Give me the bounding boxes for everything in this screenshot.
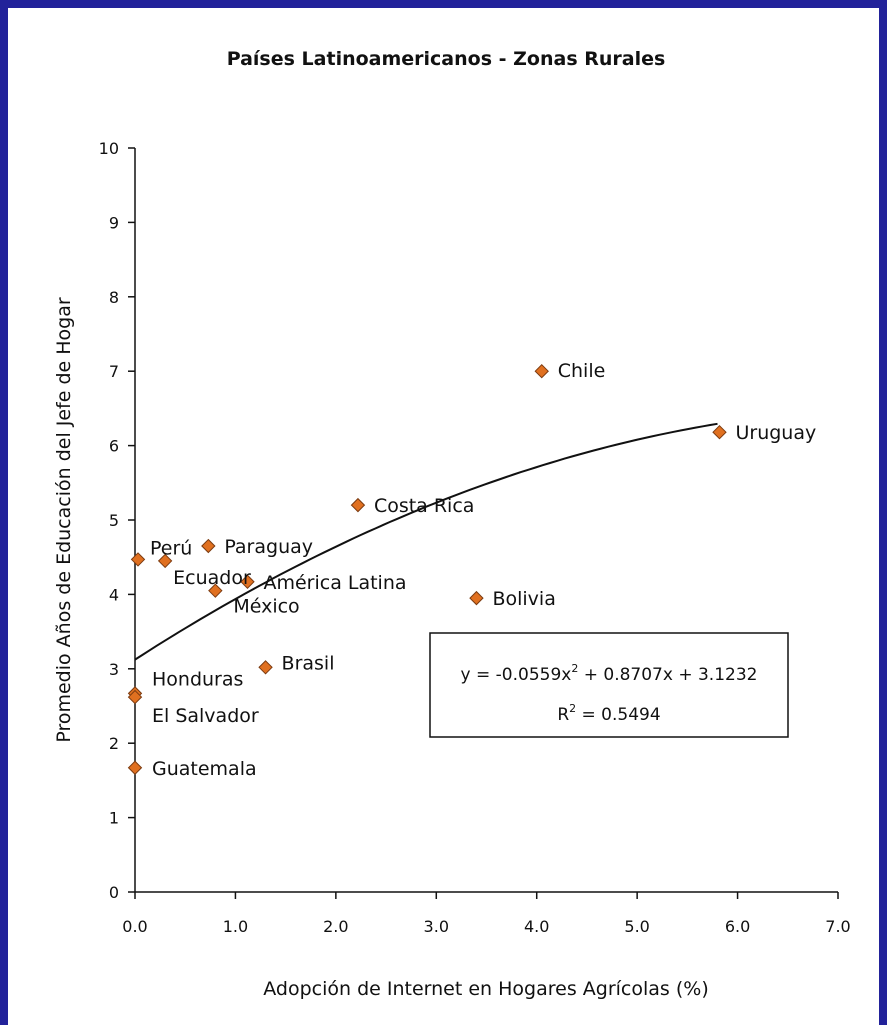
x-tick-label: 3.0	[424, 917, 449, 936]
y-tick-label: 2	[109, 734, 119, 753]
y-tick-label: 0	[109, 883, 119, 902]
trendline	[134, 422, 718, 661]
y-tick-label: 3	[109, 660, 119, 679]
data-point	[534, 363, 549, 379]
x-tick-label: 2.0	[323, 917, 348, 936]
data-point	[130, 552, 146, 567]
data-point	[350, 497, 366, 513]
equation-part-1: y = -0.0559x	[461, 665, 572, 685]
data-point	[240, 574, 255, 589]
y-tick-label: 4	[109, 585, 119, 604]
x-tick-label: 1.0	[223, 917, 248, 936]
r2-exponent: 2	[569, 702, 576, 715]
data-point	[208, 583, 223, 598]
data-point-label: Chile	[558, 360, 606, 382]
r2-prefix: R	[557, 705, 569, 725]
data-point-label: Costa Rica	[374, 495, 475, 517]
x-tick-label: 5.0	[624, 917, 649, 936]
data-point-label: México	[233, 596, 299, 618]
x-tick-label: 7.0	[825, 917, 850, 936]
y-tick-label: 9	[109, 213, 119, 232]
x-axis-title: Adopción de Internet en Hogares Agrícola…	[263, 978, 708, 1000]
data-point-labels: Chile Uruguay Costa Rica Perú Paraguay Ecuado…	[150, 360, 816, 780]
x-tick-label: 0.0	[122, 917, 147, 936]
y-axis-title: Promedio Años de Educación del Jefe de H…	[53, 297, 75, 743]
data-point-label: Uruguay	[735, 422, 816, 444]
x-axis-ticks: 0.0 1.0 2.0 3.0 4.0 5.0 6.0 7.0	[122, 892, 851, 936]
data-point	[712, 425, 727, 440]
data-point-label: Honduras	[152, 668, 243, 690]
data-point	[127, 689, 143, 705]
data-point-label: Ecuador	[173, 567, 251, 589]
data-point	[258, 660, 273, 675]
data-point	[127, 760, 143, 775]
x-tick-label: 4.0	[524, 917, 549, 936]
y-tick-label: 10	[99, 139, 119, 158]
y-tick-label: 6	[109, 437, 119, 456]
y-tick-label: 7	[109, 362, 119, 381]
y-tick-label: 5	[109, 511, 119, 530]
data-points	[127, 363, 727, 775]
data-point	[201, 538, 216, 554]
y-axis-ticks: 0 1 2 3 4 5 6 7 8 9 10	[99, 139, 135, 902]
y-tick-label: 8	[109, 288, 119, 307]
data-point-label: América Latina	[263, 572, 406, 594]
trendline-equation: y = -0.0559x2 + 0.8707x + 3.1232	[461, 662, 758, 685]
chart-title: Países Latinoamericanos - Zonas Rurales	[227, 48, 666, 70]
data-point-label: El Salvador	[152, 705, 259, 727]
data-point-label: Brasil	[282, 652, 335, 674]
equation-box: y = -0.0559x2 + 0.8707x + 3.1232 R2 = 0.…	[429, 632, 789, 738]
equation-exponent: 2	[571, 662, 578, 675]
r-squared: R2 = 0.5494	[557, 702, 660, 725]
x-tick-label: 6.0	[725, 917, 750, 936]
r2-value: = 0.5494	[576, 705, 661, 725]
y-tick-label: 1	[109, 809, 119, 828]
data-point	[469, 590, 484, 606]
equation-box-border	[429, 632, 789, 738]
data-point-label: Guatemala	[152, 758, 257, 780]
data-point	[157, 553, 173, 569]
equation-part-2: + 0.8707x + 3.1232	[578, 665, 757, 685]
data-point-label: Paraguay	[224, 536, 313, 558]
data-point-label: Bolivia	[492, 588, 555, 610]
data-point-label: Perú	[150, 537, 192, 559]
